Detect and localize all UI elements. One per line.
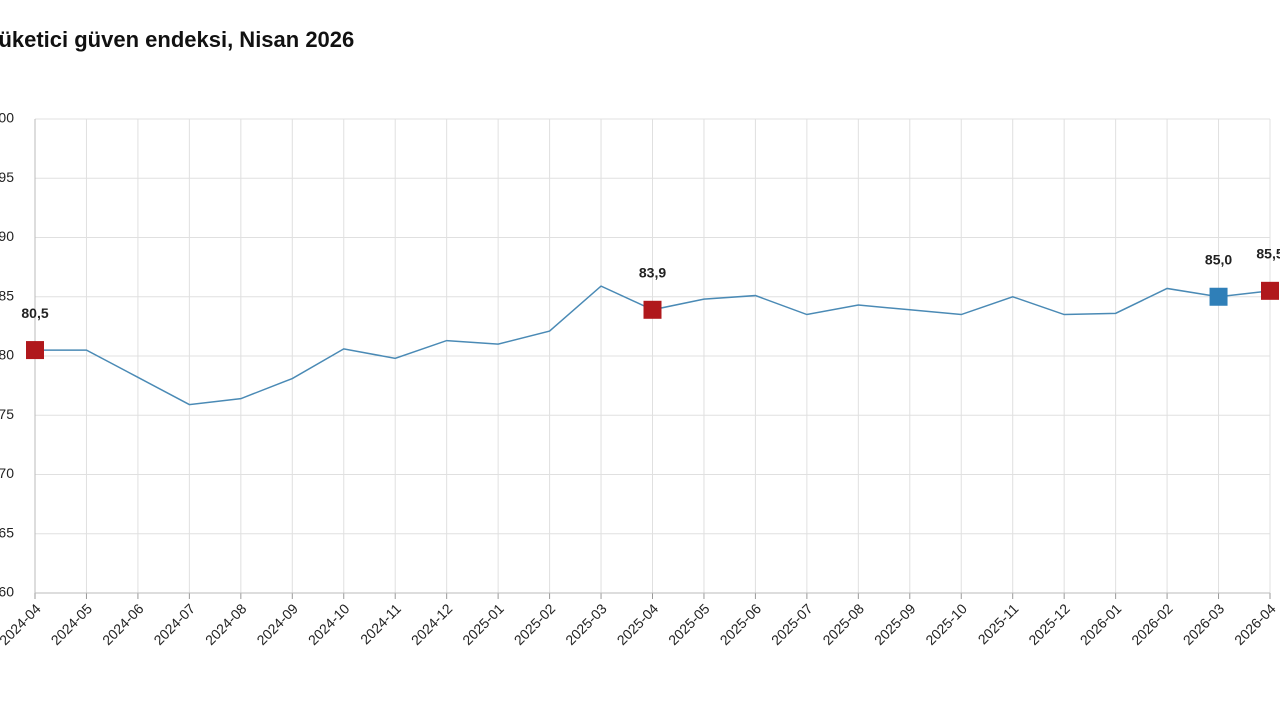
- x-tick-label: 2025-04: [614, 600, 662, 648]
- x-tick-label: 2025-10: [922, 600, 970, 648]
- value-label: 85,0: [1205, 251, 1232, 267]
- chart-title: Tüketici güven endeksi, Nisan 2026: [0, 27, 354, 52]
- x-tick-label: 2024-12: [408, 600, 456, 648]
- x-tick-label: 2024-11: [357, 600, 404, 647]
- value-label: 83,9: [639, 264, 666, 280]
- x-tick-label: 2025-08: [819, 600, 867, 648]
- x-tick-label: 2025-12: [1025, 600, 1073, 648]
- x-tick-label: 2024-04: [0, 600, 44, 648]
- marker: [643, 300, 662, 319]
- x-tick-label: 2025-01: [459, 600, 507, 648]
- y-tick-label: 80: [0, 347, 14, 363]
- x-tick-label: 2025-02: [511, 600, 559, 648]
- marker: [1209, 287, 1228, 306]
- marker: [1261, 281, 1279, 300]
- y-tick-label: 90: [0, 228, 14, 244]
- x-tick-label: 2024-07: [150, 600, 198, 648]
- x-tick-label: 2026-04: [1231, 600, 1279, 648]
- x-tick-label: 2024-05: [48, 600, 96, 648]
- x-tick-label: 2024-09: [253, 600, 301, 648]
- x-tick-label: 2024-08: [202, 600, 250, 648]
- y-tick-label: 70: [0, 465, 14, 481]
- x-tick-label: 2026-01: [1077, 600, 1125, 648]
- value-label: 85,5: [1256, 246, 1280, 262]
- y-tick-label: 75: [0, 406, 14, 422]
- value-label: 80,5: [21, 305, 48, 321]
- x-tick-label: 2024-10: [305, 600, 353, 648]
- x-tick-label: 2024-06: [99, 600, 147, 648]
- x-tick-label: 2026-03: [1180, 600, 1228, 648]
- x-tick-label: 2025-07: [768, 600, 816, 648]
- x-tick-label: 2025-05: [665, 600, 713, 648]
- y-tick-label: 100: [0, 110, 14, 126]
- x-tick-label: 2025-03: [562, 600, 610, 648]
- y-tick-label: 85: [0, 287, 14, 303]
- marker: [26, 341, 44, 360]
- x-tick-label: 2025-09: [871, 600, 919, 648]
- x-tick-label: 2025-11: [975, 600, 1022, 647]
- y-tick-label: 95: [0, 169, 14, 185]
- x-tick-label: 2025-06: [717, 600, 765, 648]
- x-tick-label: 2026-02: [1128, 600, 1176, 648]
- y-tick-label: 60: [0, 584, 14, 600]
- y-tick-label: 65: [0, 524, 14, 540]
